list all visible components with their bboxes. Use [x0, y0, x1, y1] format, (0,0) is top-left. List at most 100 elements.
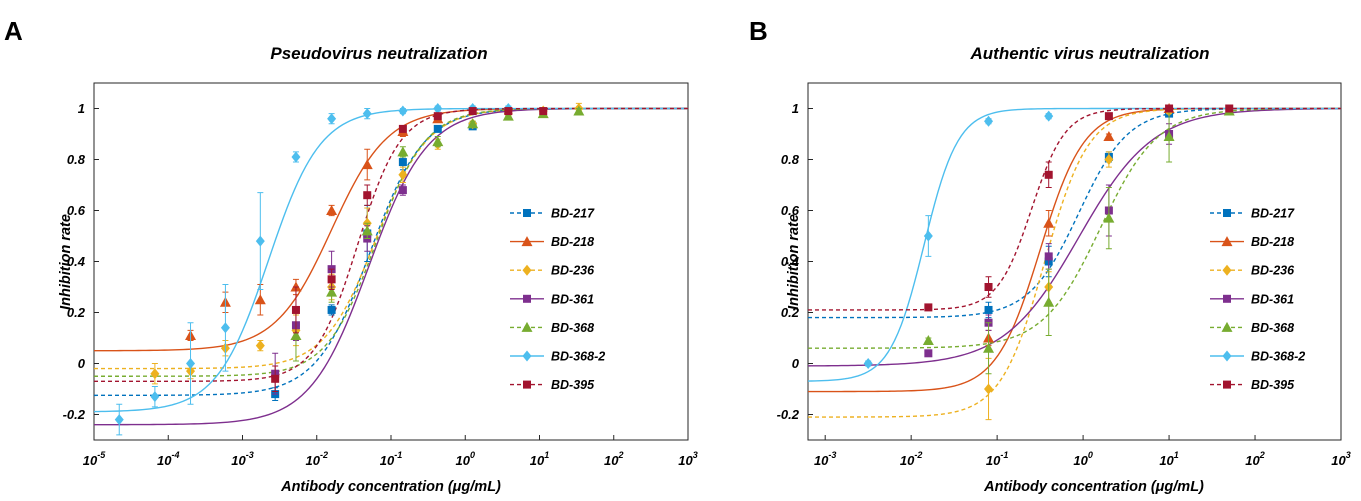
- panel-a-legend-marker: [521, 321, 533, 332]
- panel-b-x-axis-label: Antibody concentration (μg/mL): [983, 479, 1204, 495]
- panel-b-x-tick-label: 103: [1331, 450, 1350, 468]
- panel-b-point-bd-368: [1163, 131, 1175, 142]
- panel-b-point-bd-361: [924, 349, 933, 358]
- panel-b-legend-label: BD-218: [1251, 235, 1294, 249]
- panel-a-point-bd-368-2: [362, 108, 372, 120]
- panel-a-point-bd-368-2: [433, 103, 443, 114]
- panel-a-point-bd-395: [433, 112, 442, 121]
- panel-a-y-ticks: -0.2 0 0.2 0.4 0.6 0.8 1: [63, 101, 99, 422]
- panel-b-x-tick-label: 10-3: [814, 450, 836, 468]
- panel-b-fit-bd-217: [808, 107, 1341, 319]
- panel-b-y-tick-label: 0.4: [781, 254, 800, 269]
- panel-b-point-bd-395: [1044, 170, 1053, 179]
- panel-b-legend-marker: [1223, 209, 1231, 217]
- panel-a-fit-bd-368-2: [93, 107, 688, 413]
- panel-b-legend-label: BD-368-2: [1251, 350, 1305, 364]
- panel-b-y-tick-label: 0.8: [781, 152, 800, 167]
- panel-a-data-points: [114, 102, 585, 436]
- panel-a-point-bd-361: [398, 186, 407, 195]
- panel-b-point-bd-395: [1165, 104, 1174, 113]
- panel-b-y-tick-label: 0: [792, 356, 800, 371]
- panel-b-legend-marker: [1221, 236, 1233, 247]
- panel-a-x-tick-label: 10-2: [306, 450, 328, 468]
- panel-a-legend-marker: [522, 350, 532, 362]
- panel-a-letter: A: [4, 16, 23, 46]
- panel-a-point-bd-217: [327, 305, 336, 314]
- panel-b-data-points: [863, 103, 1235, 421]
- panel-a-legend-label: BD-361: [551, 292, 594, 306]
- panel-a-y-tick-label: 0: [78, 356, 86, 371]
- panel-a-point-bd-395: [271, 374, 280, 383]
- panel-b-legend-label: BD-361: [1251, 292, 1294, 306]
- panel-a-legend: BD-217 BD-218 BD-236 BD-361 BD-368 BD-368-2 BD…: [510, 207, 605, 392]
- panel-a-legend-label: BD-218: [551, 235, 594, 249]
- panel-a-point-bd-217: [433, 124, 442, 133]
- panel-b-legend-label: BD-236: [1251, 264, 1295, 278]
- panel-b-point-bd-217: [984, 305, 993, 314]
- panel-a-point-bd-368-2: [398, 105, 408, 117]
- panel-b-point-bd-368-2: [984, 115, 994, 127]
- panel-a-fit-bd-368: [94, 107, 688, 377]
- panel-b-point-bd-236: [984, 383, 994, 395]
- panel-b-fit-curves: [807, 107, 1342, 418]
- panel-b-legend-marker: [1223, 380, 1231, 389]
- panel-b-title: Authentic virus neutralization: [970, 44, 1210, 63]
- panel-a-point-bd-368-2: [291, 151, 301, 163]
- panel-b-point-bd-395: [984, 283, 993, 291]
- panel-b: B Authentic virus neutralization 10-3 10-…: [749, 16, 1351, 495]
- panel-b-y-ticks: -0.2 0 0.2 0.4 0.6 0.8 1: [777, 101, 813, 422]
- panel-a-point-bd-368-2: [327, 113, 337, 125]
- panel-a-point-bd-395: [468, 107, 477, 116]
- panel-b-point-bd-368-2: [1044, 110, 1054, 122]
- panel-a-x-tick-label: 100: [456, 450, 475, 468]
- panel-a-x-tick-label: 101: [530, 450, 549, 468]
- panel-a-x-tick-label: 10-5: [83, 450, 106, 468]
- panel-b-point-bd-368: [922, 335, 934, 346]
- panel-a-x-tick-label: 10-3: [231, 450, 253, 468]
- panel-a-legend-label: BD-395: [551, 378, 595, 392]
- panel-b-x-tick-label: 10-1: [986, 450, 1008, 468]
- panel-a-point-bd-368: [361, 225, 373, 236]
- panel-b-point-bd-236: [1104, 154, 1114, 165]
- panel-a-x-tick-label: 102: [604, 450, 623, 468]
- panel-b-point-bd-368-2: [923, 230, 933, 242]
- panel-a-point-bd-217: [398, 158, 407, 167]
- panel-a-point-bd-395: [291, 305, 300, 314]
- panel-b-point-bd-368: [1043, 296, 1055, 307]
- panel-b-legend-marker: [1222, 264, 1232, 276]
- panel-a-y-tick-label: 0.4: [67, 254, 86, 269]
- panel-b-point-bd-361: [1044, 252, 1053, 261]
- panel-a-y-axis-label: Inhibition rate: [58, 214, 74, 310]
- panel-a-point-bd-395: [504, 107, 513, 116]
- panel-a-point-bd-218: [254, 294, 266, 305]
- panel-b-legend: BD-217 BD-218 BD-236 BD-361 BD-368 BD-368-2 BD…: [1210, 207, 1305, 392]
- panel-b-x-tick-label: 102: [1245, 450, 1264, 468]
- panel-a-point-bd-218: [361, 159, 373, 170]
- panel-b-legend-label: BD-217: [1251, 207, 1295, 221]
- panel-b-y-tick-label: 0.2: [781, 305, 800, 320]
- panel-a-point-bd-368: [467, 118, 479, 129]
- panel-b-legend-marker: [1222, 350, 1232, 362]
- panel-a-fit-bd-218: [93, 107, 688, 352]
- panel-b-fit-bd-368-2: [807, 107, 1341, 382]
- panel-b-x-tick-label: 10-2: [900, 450, 922, 468]
- panel-a: A Pseudovirus neutralization 10-5 10-4 10-…: [4, 16, 698, 495]
- panel-b-x-ticks: 10-3 10-2 10-1 100 101 102 103: [814, 435, 1351, 468]
- panel-a-point-bd-368-2: [186, 358, 196, 369]
- panel-a-legend-marker: [521, 236, 533, 247]
- panel-b-y-tick-label: 1: [792, 101, 799, 116]
- panel-b-point-bd-368: [1103, 212, 1115, 223]
- panel-a-y-tick-label: 0.2: [67, 305, 86, 320]
- panel-a-legend-marker: [523, 209, 531, 217]
- panel-a-point-bd-368: [290, 329, 302, 340]
- panel-b-point-bd-368-2: [863, 358, 873, 369]
- panel-a-y-tick-label: 0.6: [67, 203, 86, 218]
- panel-a-x-tick-label: 10-4: [157, 450, 179, 468]
- panel-a-legend-label: BD-236: [551, 264, 595, 278]
- panel-a-x-axis-label: Antibody concentration (μg/mL): [280, 479, 501, 495]
- panel-b-letter: B: [749, 16, 768, 46]
- panel-b-fit-bd-368: [808, 107, 1342, 349]
- panel-b-legend-label: BD-395: [1251, 378, 1295, 392]
- panel-a-legend-marker: [522, 264, 532, 276]
